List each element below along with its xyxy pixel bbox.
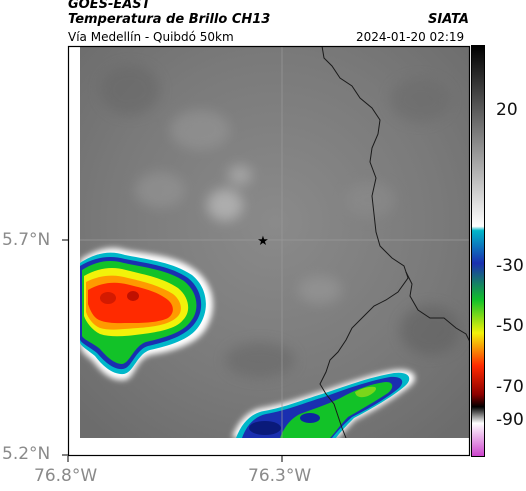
cloud-cell-west — [80, 248, 213, 381]
product-title: Temperatura de Brillo CH13 — [68, 12, 271, 27]
colorbar-tick-minus70: -70 — [496, 377, 524, 397]
colorbar-tick-minus30: -30 — [496, 256, 524, 276]
brightness-temperature-raster — [80, 46, 470, 438]
colorbar-tick-20: 20 — [496, 100, 518, 120]
map-border — [67, 45, 471, 457]
colorbar — [471, 45, 485, 457]
lat-tick-label-1: 5.7°N — [2, 230, 51, 250]
colorbar-tick-minus50: -50 — [496, 316, 524, 336]
boundary-line-east — [319, 46, 409, 438]
agency-label: SIATA — [428, 12, 469, 27]
route-label: Vía Medellín - Quibdó 50km — [68, 30, 234, 44]
boundary-line-branch — [405, 271, 470, 343]
datetime-label: 2024-01-20 02:19 — [356, 30, 465, 44]
location-star-icon: ★ — [257, 234, 269, 249]
lat-tick-label-2: 5.2°N — [2, 444, 51, 464]
lon-tick-label-2: 76.3°W — [248, 466, 312, 486]
lon-tick-label-1: 76.8°W — [34, 466, 98, 486]
satellite-title: GOES-EAST — [68, 0, 151, 12]
colorbar-tick-minus90: -90 — [496, 410, 524, 430]
